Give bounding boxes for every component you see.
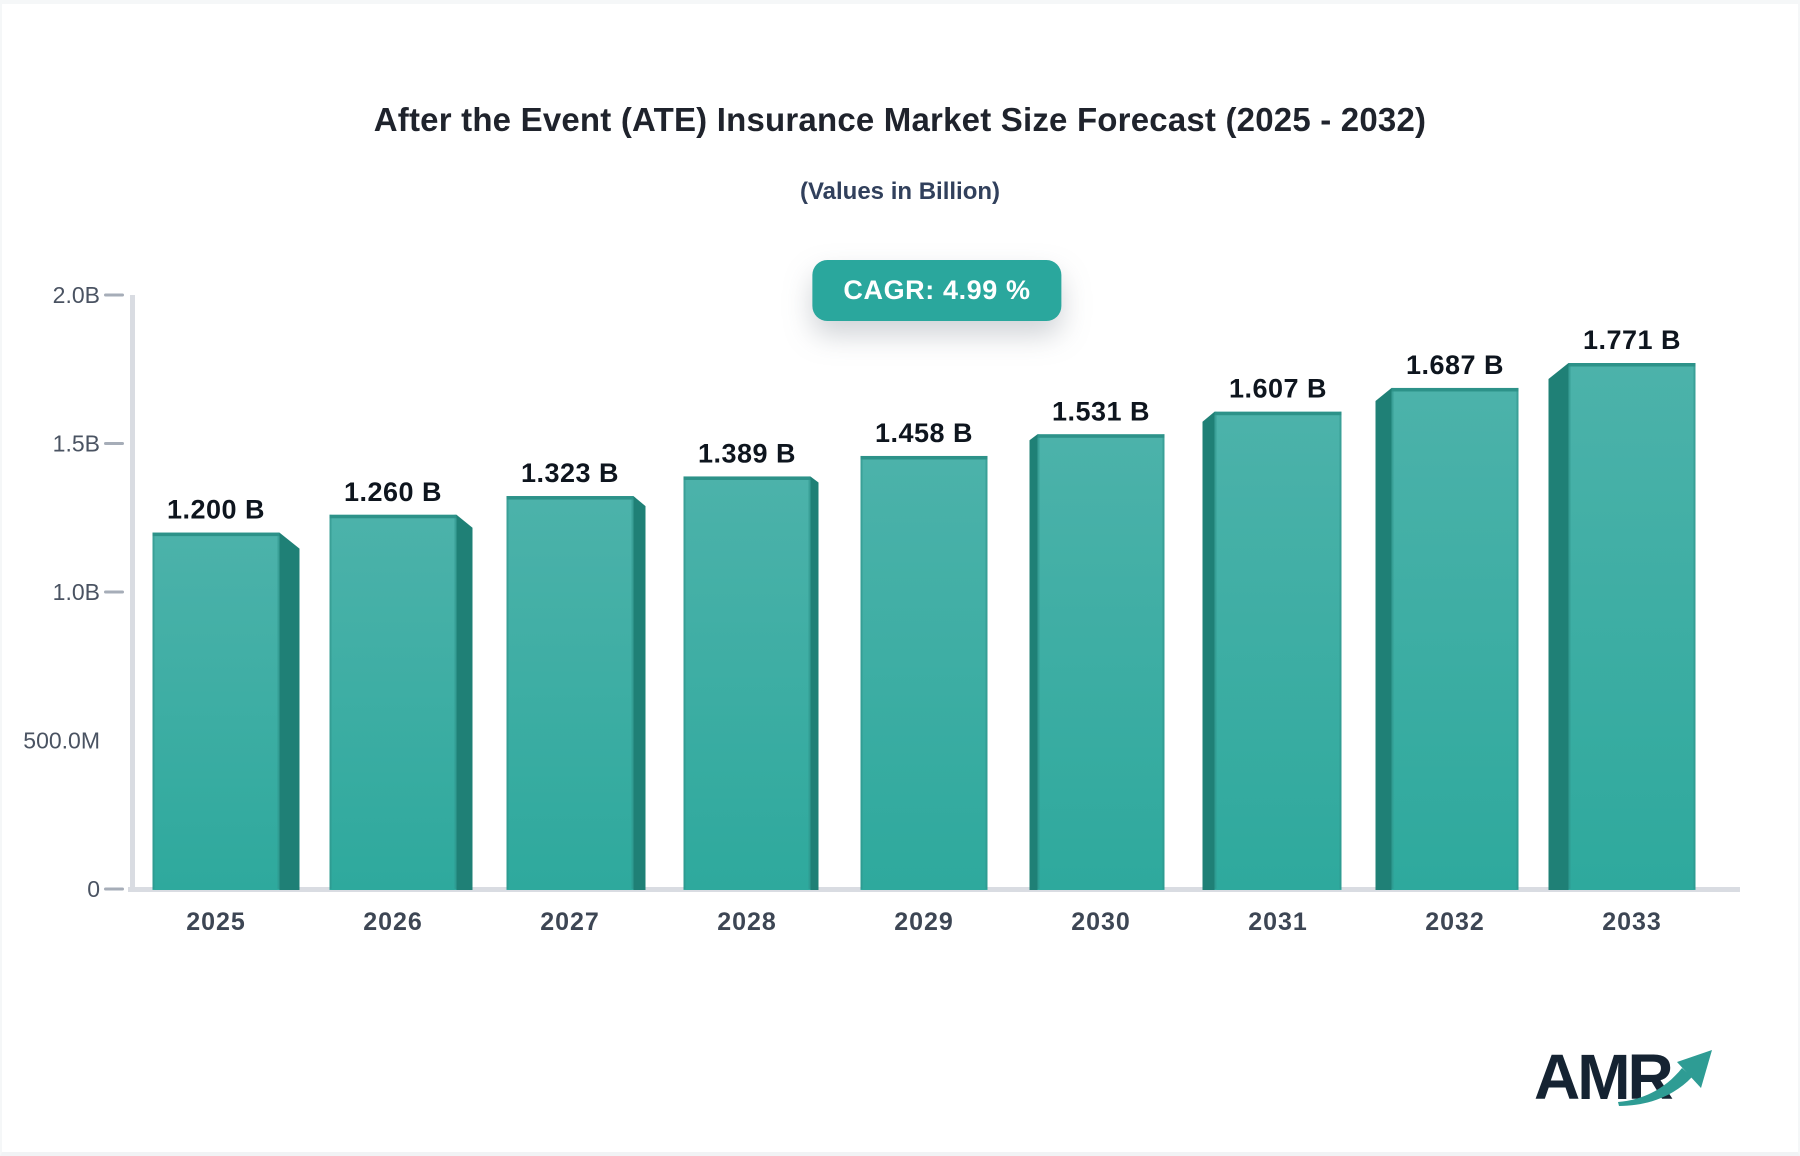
- bar-chart: 2.0B 1.5B 1.0B 500.0M 0 1.200 B 2025 1.260 B 202…: [23, 282, 1740, 936]
- bar-value-label: 1.607 B: [1229, 374, 1327, 404]
- bar-left-edge: [1037, 434, 1040, 889]
- bar-right-edge: [1693, 363, 1696, 889]
- bar-top-edge: [1391, 387, 1519, 392]
- bar-right-edge: [277, 532, 280, 889]
- bar-top-edge: [1568, 363, 1696, 367]
- y-axis-line: [130, 295, 135, 892]
- amr-logo: AMR: [1534, 1040, 1764, 1140]
- bar-top-edge: [860, 455, 988, 460]
- bar-left-edge: [329, 514, 332, 889]
- bar-value-label: 1.531 B: [1052, 396, 1150, 426]
- bar-face: [1214, 411, 1342, 890]
- x-category-label: 2033: [1602, 908, 1662, 936]
- bar-left-edge: [1391, 387, 1394, 889]
- bar-face: [1391, 387, 1519, 890]
- y-tick-label: 1.0B: [53, 579, 100, 605]
- x-category-label: 2032: [1425, 908, 1485, 936]
- bar-right-edge: [1516, 387, 1519, 889]
- bar-right-edge: [454, 514, 457, 889]
- bar-left-edge: [506, 496, 509, 889]
- y-tick-label: 500.0M: [23, 728, 100, 754]
- bar-bevel: [1029, 434, 1038, 890]
- bar-bevel: [456, 514, 473, 890]
- x-category-label: 2028: [717, 908, 777, 936]
- bar-left-edge: [152, 532, 155, 889]
- bar-right-edge: [985, 455, 988, 889]
- bar-bevel: [279, 532, 300, 890]
- bar-face: [329, 514, 457, 890]
- bar-2025: 1.200 B 2025: [152, 495, 300, 936]
- y-tick-mark: [104, 442, 124, 445]
- y-tick-label: 2.0B: [53, 282, 100, 308]
- bar-value-label: 1.200 B: [167, 495, 265, 525]
- bar-2028: 1.389 B 2028: [683, 438, 819, 936]
- x-category-label: 2027: [540, 908, 600, 936]
- bar-top-edge: [1037, 434, 1165, 438]
- bar-face: [152, 532, 280, 890]
- bar-top-edge: [683, 476, 811, 480]
- y-tick-mark: [104, 293, 124, 297]
- x-category-label: 2030: [1071, 908, 1131, 936]
- bar-2026: 1.260 B 2026: [329, 477, 473, 936]
- bar-left-edge: [1214, 411, 1217, 889]
- bar-value-label: 1.687 B: [1406, 350, 1504, 380]
- bar-2029: 1.458 B 2029: [860, 418, 988, 936]
- bar-bevel: [633, 496, 646, 890]
- y-tick-label: 1.5B: [53, 431, 100, 457]
- chart-title: After the Event (ATE) Insurance Market S…: [373, 101, 1427, 138]
- bar-top-edge: [506, 496, 634, 500]
- bar-bevel: [1375, 387, 1392, 890]
- chart-subtitle: (Values in Billion): [799, 178, 1001, 205]
- cagr-badge-label: CAGR: 4.99 %: [843, 275, 1031, 305]
- y-tick-mark: [104, 887, 124, 891]
- bar-2032: 1.687 B 2032: [1375, 350, 1519, 936]
- bar-2030: 1.531 B 2030: [1029, 396, 1165, 936]
- x-category-label: 2029: [894, 908, 954, 936]
- x-category-label: 2031: [1248, 908, 1308, 936]
- bar-right-edge: [1162, 434, 1165, 889]
- bar-face: [860, 455, 988, 890]
- bar-right-edge: [808, 476, 811, 889]
- bar-bevel: [810, 476, 819, 890]
- bar-left-edge: [860, 455, 863, 889]
- y-tick-mark: [104, 590, 124, 594]
- bar-2027: 1.323 B 2027: [506, 458, 646, 936]
- bar-face: [1568, 363, 1696, 890]
- bar-top-edge: [329, 514, 457, 519]
- bar-right-edge: [1339, 411, 1342, 889]
- bar-face: [1037, 434, 1165, 890]
- bar-bevel: [1548, 363, 1569, 890]
- bar-left-edge: [1568, 363, 1571, 889]
- x-category-label: 2025: [186, 908, 246, 936]
- bar-value-label: 1.323 B: [521, 458, 619, 488]
- bar-bevel: [1202, 411, 1215, 890]
- bar-2031: 1.607 B 2031: [1202, 374, 1342, 936]
- bar-2033: 1.771 B 2033: [1548, 325, 1696, 936]
- bar-left-edge: [683, 476, 686, 889]
- bar-value-label: 1.458 B: [875, 418, 973, 448]
- bar-top-edge: [152, 532, 280, 537]
- cagr-badge: CAGR: 4.99 %: [812, 260, 1062, 321]
- growth-arrow-icon: [1618, 1050, 1712, 1106]
- bar-value-label: 1.771 B: [1583, 325, 1681, 355]
- bar-value-label: 1.389 B: [698, 438, 796, 468]
- bar-top-edge: [1214, 411, 1342, 416]
- bar-right-edge: [631, 496, 634, 889]
- bar-face: [683, 476, 811, 890]
- bar-value-label: 1.260 B: [344, 477, 442, 507]
- bar-face: [506, 496, 634, 890]
- x-category-label: 2026: [363, 908, 423, 936]
- y-tick-label: 0: [87, 876, 100, 902]
